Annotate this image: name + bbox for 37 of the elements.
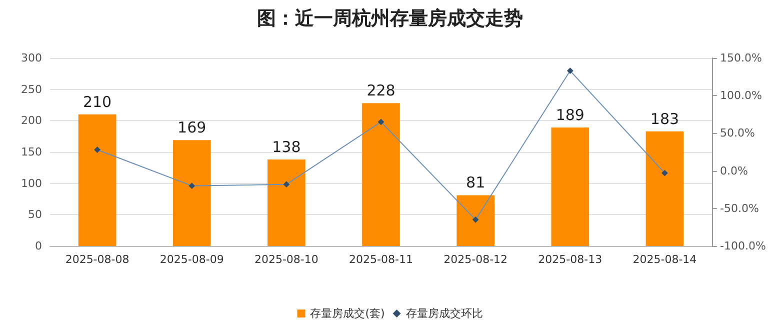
bar [268,160,306,246]
x-tick-label: 2025-08-09 [160,253,224,266]
x-tick-label: 2025-08-13 [538,253,602,266]
x-tick-label: 2025-08-14 [632,253,697,266]
y2-tick-label: 50.0% [720,126,755,140]
y-tick-label: 50 [28,208,42,222]
y-tick-label: 300 [21,52,42,64]
bar [362,103,400,246]
bar [551,128,590,246]
chart-title: 图：近一周杭州存量房成交走势 [257,8,523,30]
data-label: 183 [650,110,680,128]
y2-tick-label: 100.0% [720,89,762,102]
x-tick-label: 2025-08-10 [254,253,318,266]
data-label: 228 [366,82,396,100]
data-label: 169 [178,118,206,137]
bar [456,195,494,246]
y-tick-label: 200 [21,114,42,128]
y-tick-label: 100 [21,176,42,190]
y2-tick-label: 0.0% [720,164,748,178]
data-label: 81 [466,174,486,192]
legend-label: 存量房成交(套) [310,307,385,320]
y2-tick-label: 150.0% [720,52,762,64]
bar [172,140,211,246]
data-label: 189 [556,106,584,124]
x-tick-label: 2025-08-11 [349,253,413,266]
y-tick-label: 0 [35,240,42,252]
y-tick-label: 250 [21,82,42,96]
bar [646,131,684,246]
y2-tick-label: -100.0% [720,240,766,252]
legend-label: 存量房成交环比 [406,307,483,320]
bar [78,114,116,246]
data-label: 138 [272,138,301,156]
x-tick-label: 2025-08-12 [444,253,508,266]
y2-tick-label: -50.0% [720,202,759,215]
y-tick-label: 150 [21,146,42,158]
data-label: 210 [82,92,112,111]
x-tick-label: 2025-08-08 [65,253,130,266]
